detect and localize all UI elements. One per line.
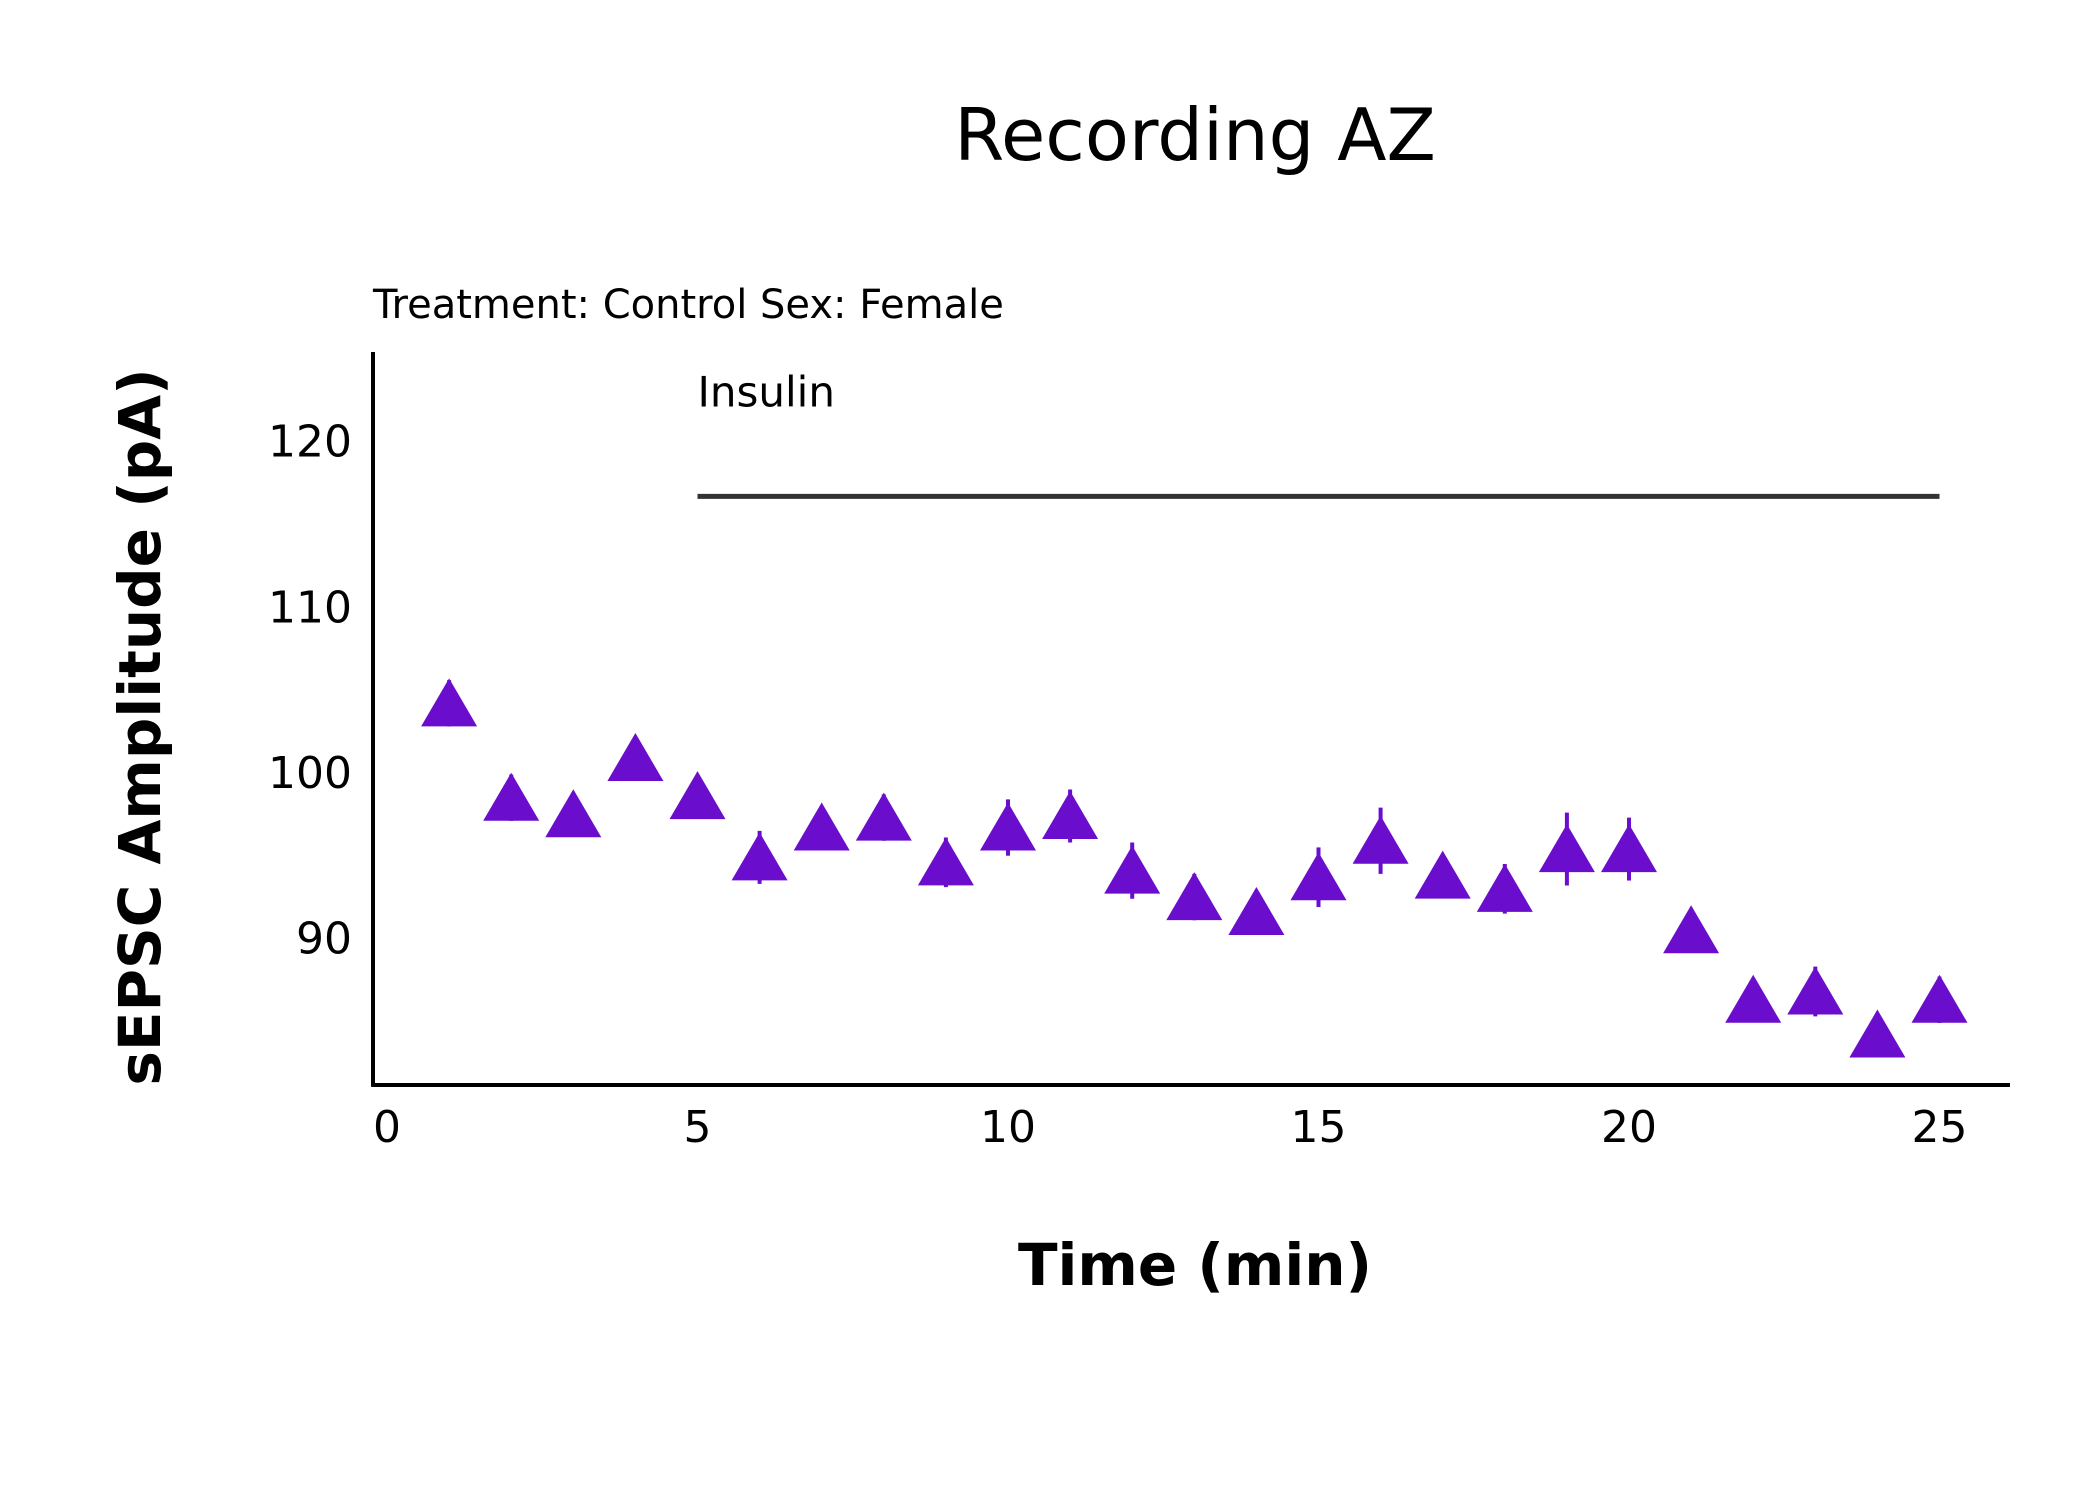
data-point — [917, 837, 974, 886]
insulin-label: Insulin — [698, 367, 835, 416]
data-point — [1104, 845, 1161, 894]
y-tick-label: 90 — [296, 914, 352, 965]
y-axis-title: sEPSC Amplitude (pA) — [106, 368, 174, 1085]
data-point — [1663, 905, 1720, 954]
data-point — [1911, 974, 1968, 1023]
x-axis-title: Time (min) — [1018, 1231, 1372, 1299]
data-point — [855, 792, 912, 841]
data-point — [1166, 872, 1223, 921]
data-point — [793, 802, 850, 851]
y-tick-label: 100 — [268, 748, 352, 799]
x-tick-label: 5 — [684, 1102, 712, 1153]
data-point — [1601, 824, 1657, 873]
x-tick-label: 0 — [373, 1102, 401, 1153]
data-point — [1849, 1009, 1906, 1058]
data-point — [545, 789, 602, 838]
data-point — [1787, 966, 1844, 1015]
data-point — [607, 732, 664, 781]
x-tick-label: 25 — [1912, 1102, 1968, 1153]
data-point — [731, 832, 788, 881]
x-tick-label: 20 — [1601, 1102, 1657, 1153]
data-point — [1476, 863, 1533, 912]
data-point — [669, 771, 726, 820]
data-point — [1042, 790, 1099, 839]
y-tick-label: 110 — [268, 582, 352, 633]
data-point — [1352, 815, 1409, 864]
data-point — [1725, 974, 1782, 1023]
x-tick-label: 10 — [980, 1102, 1036, 1153]
data-point — [980, 802, 1036, 851]
x-tick-label: 15 — [1291, 1102, 1347, 1153]
chart-title: Recording AZ — [954, 93, 1436, 177]
data-point — [1228, 887, 1285, 936]
y-tick-label: 120 — [268, 417, 352, 468]
data-point — [483, 772, 540, 821]
chart-subtitle: Treatment: Control Sex: Female — [372, 282, 1004, 328]
data-point — [1290, 852, 1347, 901]
data-point — [421, 678, 478, 727]
data-point — [1538, 824, 1595, 873]
plot-area: 0 5 10 15 20 25 90 100 110 120 Insulin — [268, 352, 2010, 1153]
data-point — [1414, 850, 1471, 899]
